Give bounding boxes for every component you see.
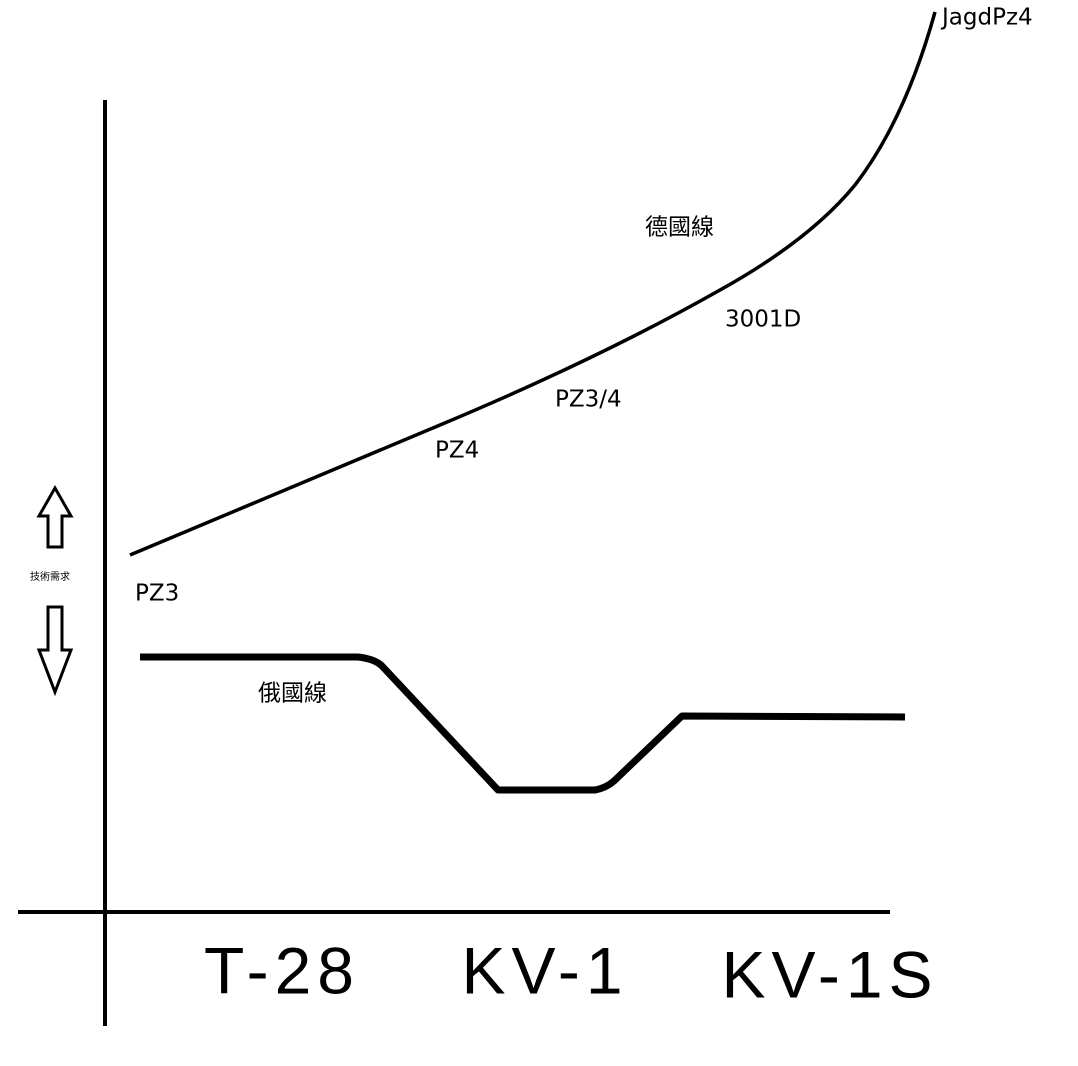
line-label: 德國線: [645, 215, 714, 241]
down-arrow: [36, 605, 74, 697]
tank-label: 3001D: [725, 307, 801, 333]
up-arrow: [36, 484, 74, 549]
x-category: KV-1S: [721, 937, 938, 1011]
german-line: [129, 11, 937, 557]
x-category: KV-1: [461, 933, 628, 1007]
tank-label: PZ3/4: [555, 387, 622, 413]
russian-line: [140, 653, 906, 794]
tank-label: JagdPz4: [940, 5, 1033, 31]
tank-label: PZ3: [135, 581, 179, 607]
y-axis-label: 技術需求: [30, 570, 70, 583]
tank-label: PZ4: [435, 438, 479, 464]
x-category: T-28: [204, 933, 360, 1007]
line-label: 俄國線: [258, 681, 327, 707]
